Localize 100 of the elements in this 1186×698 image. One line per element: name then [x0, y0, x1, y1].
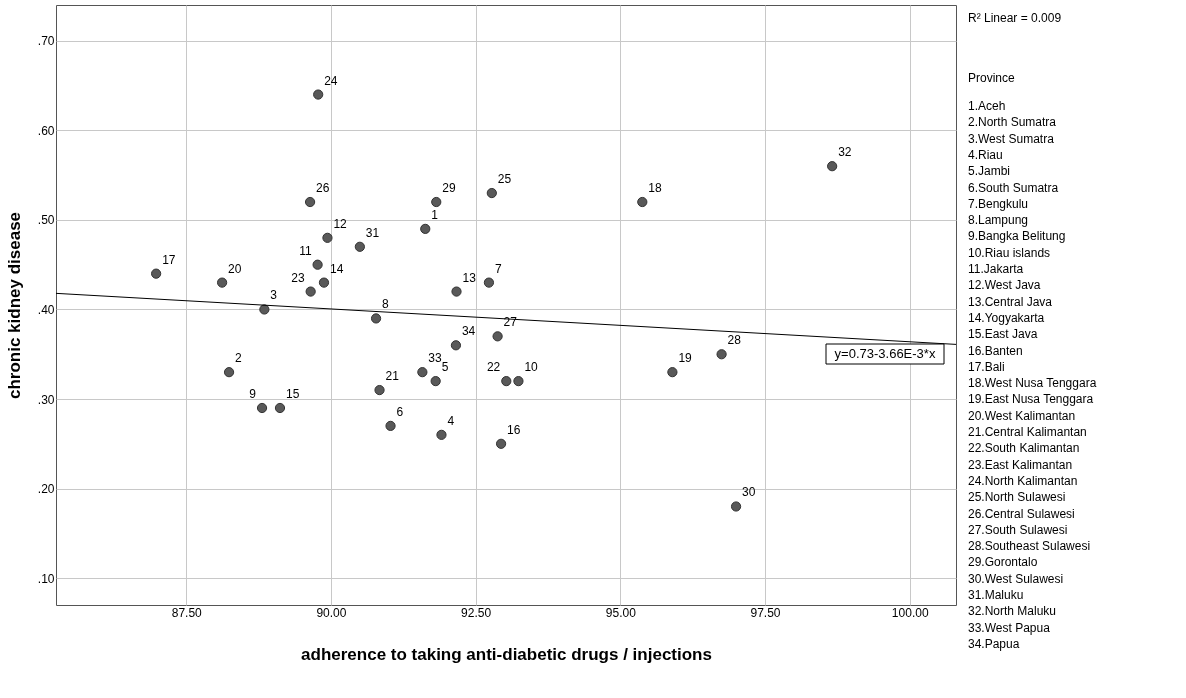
annotation: 13 — [462, 270, 477, 285]
annotation: 29 — [442, 181, 456, 196]
annotation: 12 — [333, 216, 348, 231]
text: 4.Riau — [968, 147, 1003, 162]
point — [667, 367, 678, 378]
point — [274, 402, 286, 414]
text: 25.North Sulawesi — [968, 490, 1066, 505]
annotation: 22 — [486, 360, 501, 375]
point — [322, 232, 333, 243]
text: 28.Southeast Sulawesi — [968, 539, 1091, 554]
point — [637, 196, 648, 208]
text: 19.East Nusa Tenggara — [968, 392, 1094, 407]
annotation: 26 — [316, 181, 330, 196]
text: 22.South Kalimantan — [968, 441, 1080, 456]
text: 34.Papua — [968, 636, 1020, 651]
point — [374, 384, 385, 396]
annotation: 9 — [249, 386, 257, 401]
text: 9.Bangka Belitung — [968, 229, 1066, 244]
annotation: 30 — [742, 485, 756, 500]
text: 27.South Sulawesi — [968, 522, 1068, 537]
text: 26.Central Sulawesi — [968, 506, 1075, 521]
point — [385, 420, 396, 431]
point — [305, 286, 316, 297]
text: 11.Jakarta — [968, 262, 1024, 276]
annotation: 10 — [524, 360, 539, 375]
annotation: 16 — [507, 422, 521, 437]
x-tick-label: 97.50 — [750, 605, 781, 620]
annotation: 2 — [235, 351, 243, 366]
point — [483, 277, 495, 288]
point — [420, 223, 431, 234]
y-tick-label: .20 — [37, 482, 55, 497]
x-tick-label: 100.00 — [891, 605, 929, 620]
annotation: 28 — [727, 333, 742, 348]
point — [501, 376, 512, 387]
text: 14.Yogyakarta — [968, 310, 1045, 325]
annotation: 7 — [494, 261, 502, 276]
annotation: 3 — [270, 288, 278, 303]
annotation: 18 — [648, 181, 662, 196]
point — [451, 286, 462, 297]
text: 12.West Java — [968, 278, 1041, 293]
point — [417, 367, 428, 378]
point — [313, 89, 324, 100]
annotation: 5 — [441, 360, 449, 375]
text: 16.Banten — [968, 343, 1023, 358]
annotation: 11 — [299, 243, 312, 258]
annotation: 8 — [382, 297, 390, 312]
point — [730, 501, 742, 512]
x-axis-title: adherence to taking anti-diabetic drugs / injections — [301, 644, 712, 664]
text: 17.Bali — [968, 359, 1005, 374]
annotation: 31 — [365, 225, 380, 240]
text: 23.East Kalimantan — [968, 457, 1073, 472]
point — [354, 241, 365, 252]
point — [436, 429, 447, 440]
annotation: 4 — [447, 413, 455, 428]
text: 33.West Papua — [968, 620, 1051, 635]
point — [318, 277, 330, 288]
point — [312, 259, 323, 270]
point — [492, 331, 503, 342]
text: 21.Central Kalimantan — [968, 425, 1087, 439]
annotation: 19 — [678, 351, 693, 366]
annotation: 23 — [291, 270, 305, 285]
text: 3.West Sumatra — [968, 131, 1055, 146]
text: 29.Gorontalo — [968, 555, 1038, 570]
text: 8.Lampung — [968, 213, 1029, 228]
annotation: 33 — [428, 351, 443, 366]
y-tick-label: .50 — [37, 213, 55, 228]
annotation: 17 — [162, 252, 176, 267]
y-tick-label: .60 — [37, 123, 55, 138]
point — [430, 376, 441, 387]
point — [223, 367, 235, 378]
annotation: 6 — [396, 404, 404, 419]
text: 5.Jambi — [968, 164, 1011, 179]
text: 1.Aceh — [968, 99, 1006, 113]
text: 2.North Sumatra — [968, 115, 1057, 130]
annotation: y=0.73-3.66E-3*x — [834, 346, 936, 361]
annotation: 15 — [285, 386, 300, 401]
text: 31.Maluku — [968, 588, 1024, 602]
y-tick-label: .30 — [37, 392, 55, 407]
x-tick-label: 95.00 — [605, 605, 637, 620]
annotation: 34 — [461, 324, 476, 339]
point — [450, 340, 462, 351]
annotation: 25 — [497, 172, 512, 187]
annotation: 21 — [385, 369, 400, 384]
x-tick-label: 90.00 — [316, 605, 347, 620]
text: 7.Bengkulu — [968, 196, 1029, 211]
point — [486, 187, 497, 199]
legend-title: Province — [968, 71, 1016, 85]
x-tick-label: 87.50 — [171, 605, 203, 620]
point — [716, 349, 727, 360]
point — [431, 196, 442, 208]
text: 18.West Nusa Tenggara — [968, 376, 1097, 391]
text: 10.Riau islands — [968, 245, 1051, 260]
point — [304, 196, 316, 208]
point — [495, 438, 507, 449]
y-tick-label: .10 — [37, 571, 55, 586]
point — [513, 376, 524, 387]
annotation: 32 — [838, 145, 852, 160]
text: 15.East Java — [968, 327, 1038, 342]
point — [827, 161, 838, 172]
text: R² Linear = 0.009 — [968, 11, 1062, 25]
